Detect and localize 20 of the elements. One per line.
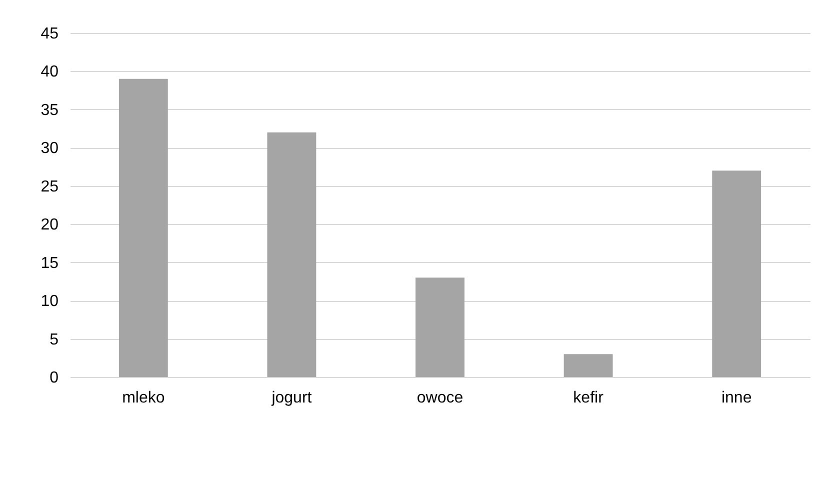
y-tick-label: 25	[40, 178, 59, 196]
y-tick-label: 10	[40, 293, 59, 310]
y-tick-label: 45	[40, 26, 59, 42]
x-tick-label: jogurt	[270, 390, 312, 406]
y-tick-label: 0	[50, 370, 59, 386]
y-tick-label: 40	[40, 64, 59, 81]
bar	[267, 132, 316, 377]
y-tick-label: 15	[40, 254, 59, 272]
x-tick-label: inne	[721, 390, 752, 406]
y-tick-label: 5	[50, 331, 59, 348]
x-tick-label: kefir	[573, 390, 604, 406]
bar	[564, 354, 613, 377]
bar	[416, 278, 464, 377]
bar	[712, 170, 762, 377]
bar	[118, 78, 168, 377]
x-tick-label: mleko	[122, 390, 165, 406]
y-tick-label: 30	[40, 140, 59, 158]
y-tick-label: 20	[40, 216, 59, 234]
x-tick-label: owoce	[416, 390, 464, 406]
y-tick-label: 35	[40, 102, 59, 119]
